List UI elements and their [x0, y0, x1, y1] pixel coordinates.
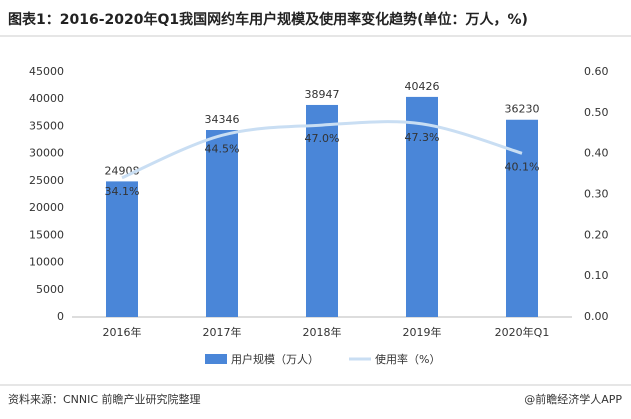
y2-tick-label: 0.30	[584, 188, 609, 201]
line-label: 47.3%	[405, 131, 440, 144]
y-tick-label: 45000	[29, 65, 64, 78]
y-tick-label: 15000	[29, 228, 64, 241]
x-tick-label: 2020年Q1	[495, 325, 550, 339]
legend-label: 使用率（%）	[375, 352, 440, 366]
bar-label: 38947	[305, 88, 340, 101]
bar-label: 34346	[205, 113, 240, 126]
x-tick-label: 2019年	[403, 325, 442, 339]
y2-tick-label: 0.50	[584, 106, 609, 119]
bar	[106, 181, 138, 317]
y2-tick-label: 0.20	[584, 228, 609, 241]
y-tick-label: 25000	[29, 174, 64, 187]
chart-title: 图表1：2016-2020年Q1我国网约车用户规模及使用率变化趋势(单位：万人，…	[8, 11, 528, 28]
y2-tick-label: 0.40	[584, 147, 609, 160]
bar-label: 40426	[405, 80, 440, 93]
x-tick-label: 2018年	[303, 325, 342, 339]
bar	[406, 96, 438, 317]
y2-tick-label: 0.10	[584, 269, 609, 282]
y-tick-label: 0	[57, 310, 64, 323]
line-label: 47.0%	[305, 132, 340, 145]
line-label: 40.1%	[505, 160, 540, 173]
y2-tick-label: 0.60	[584, 65, 609, 78]
credit: @前瞻经济学人APP	[524, 392, 622, 406]
x-tick-label: 2016年	[103, 325, 142, 339]
line-label: 34.1%	[105, 185, 140, 198]
y-tick-label: 40000	[29, 92, 64, 105]
y-tick-label: 30000	[29, 147, 64, 160]
legend-swatch	[205, 354, 227, 364]
bar	[206, 130, 238, 317]
x-tick-label: 2017年	[203, 325, 242, 339]
y-tick-label: 35000	[29, 119, 64, 132]
y-tick-label: 10000	[29, 256, 64, 269]
line	[121, 120, 523, 180]
line-label: 44.5%	[205, 142, 240, 155]
y-tick-label: 5000	[36, 283, 64, 296]
y2-tick-label: 0.00	[584, 310, 609, 323]
legend-label: 用户规模（万人）	[231, 352, 319, 366]
y-tick-label: 20000	[29, 201, 64, 214]
bar	[306, 104, 338, 317]
bar-label: 36230	[505, 103, 540, 116]
source: 资料来源：CNNIC 前瞻产业研究院整理	[8, 392, 201, 406]
